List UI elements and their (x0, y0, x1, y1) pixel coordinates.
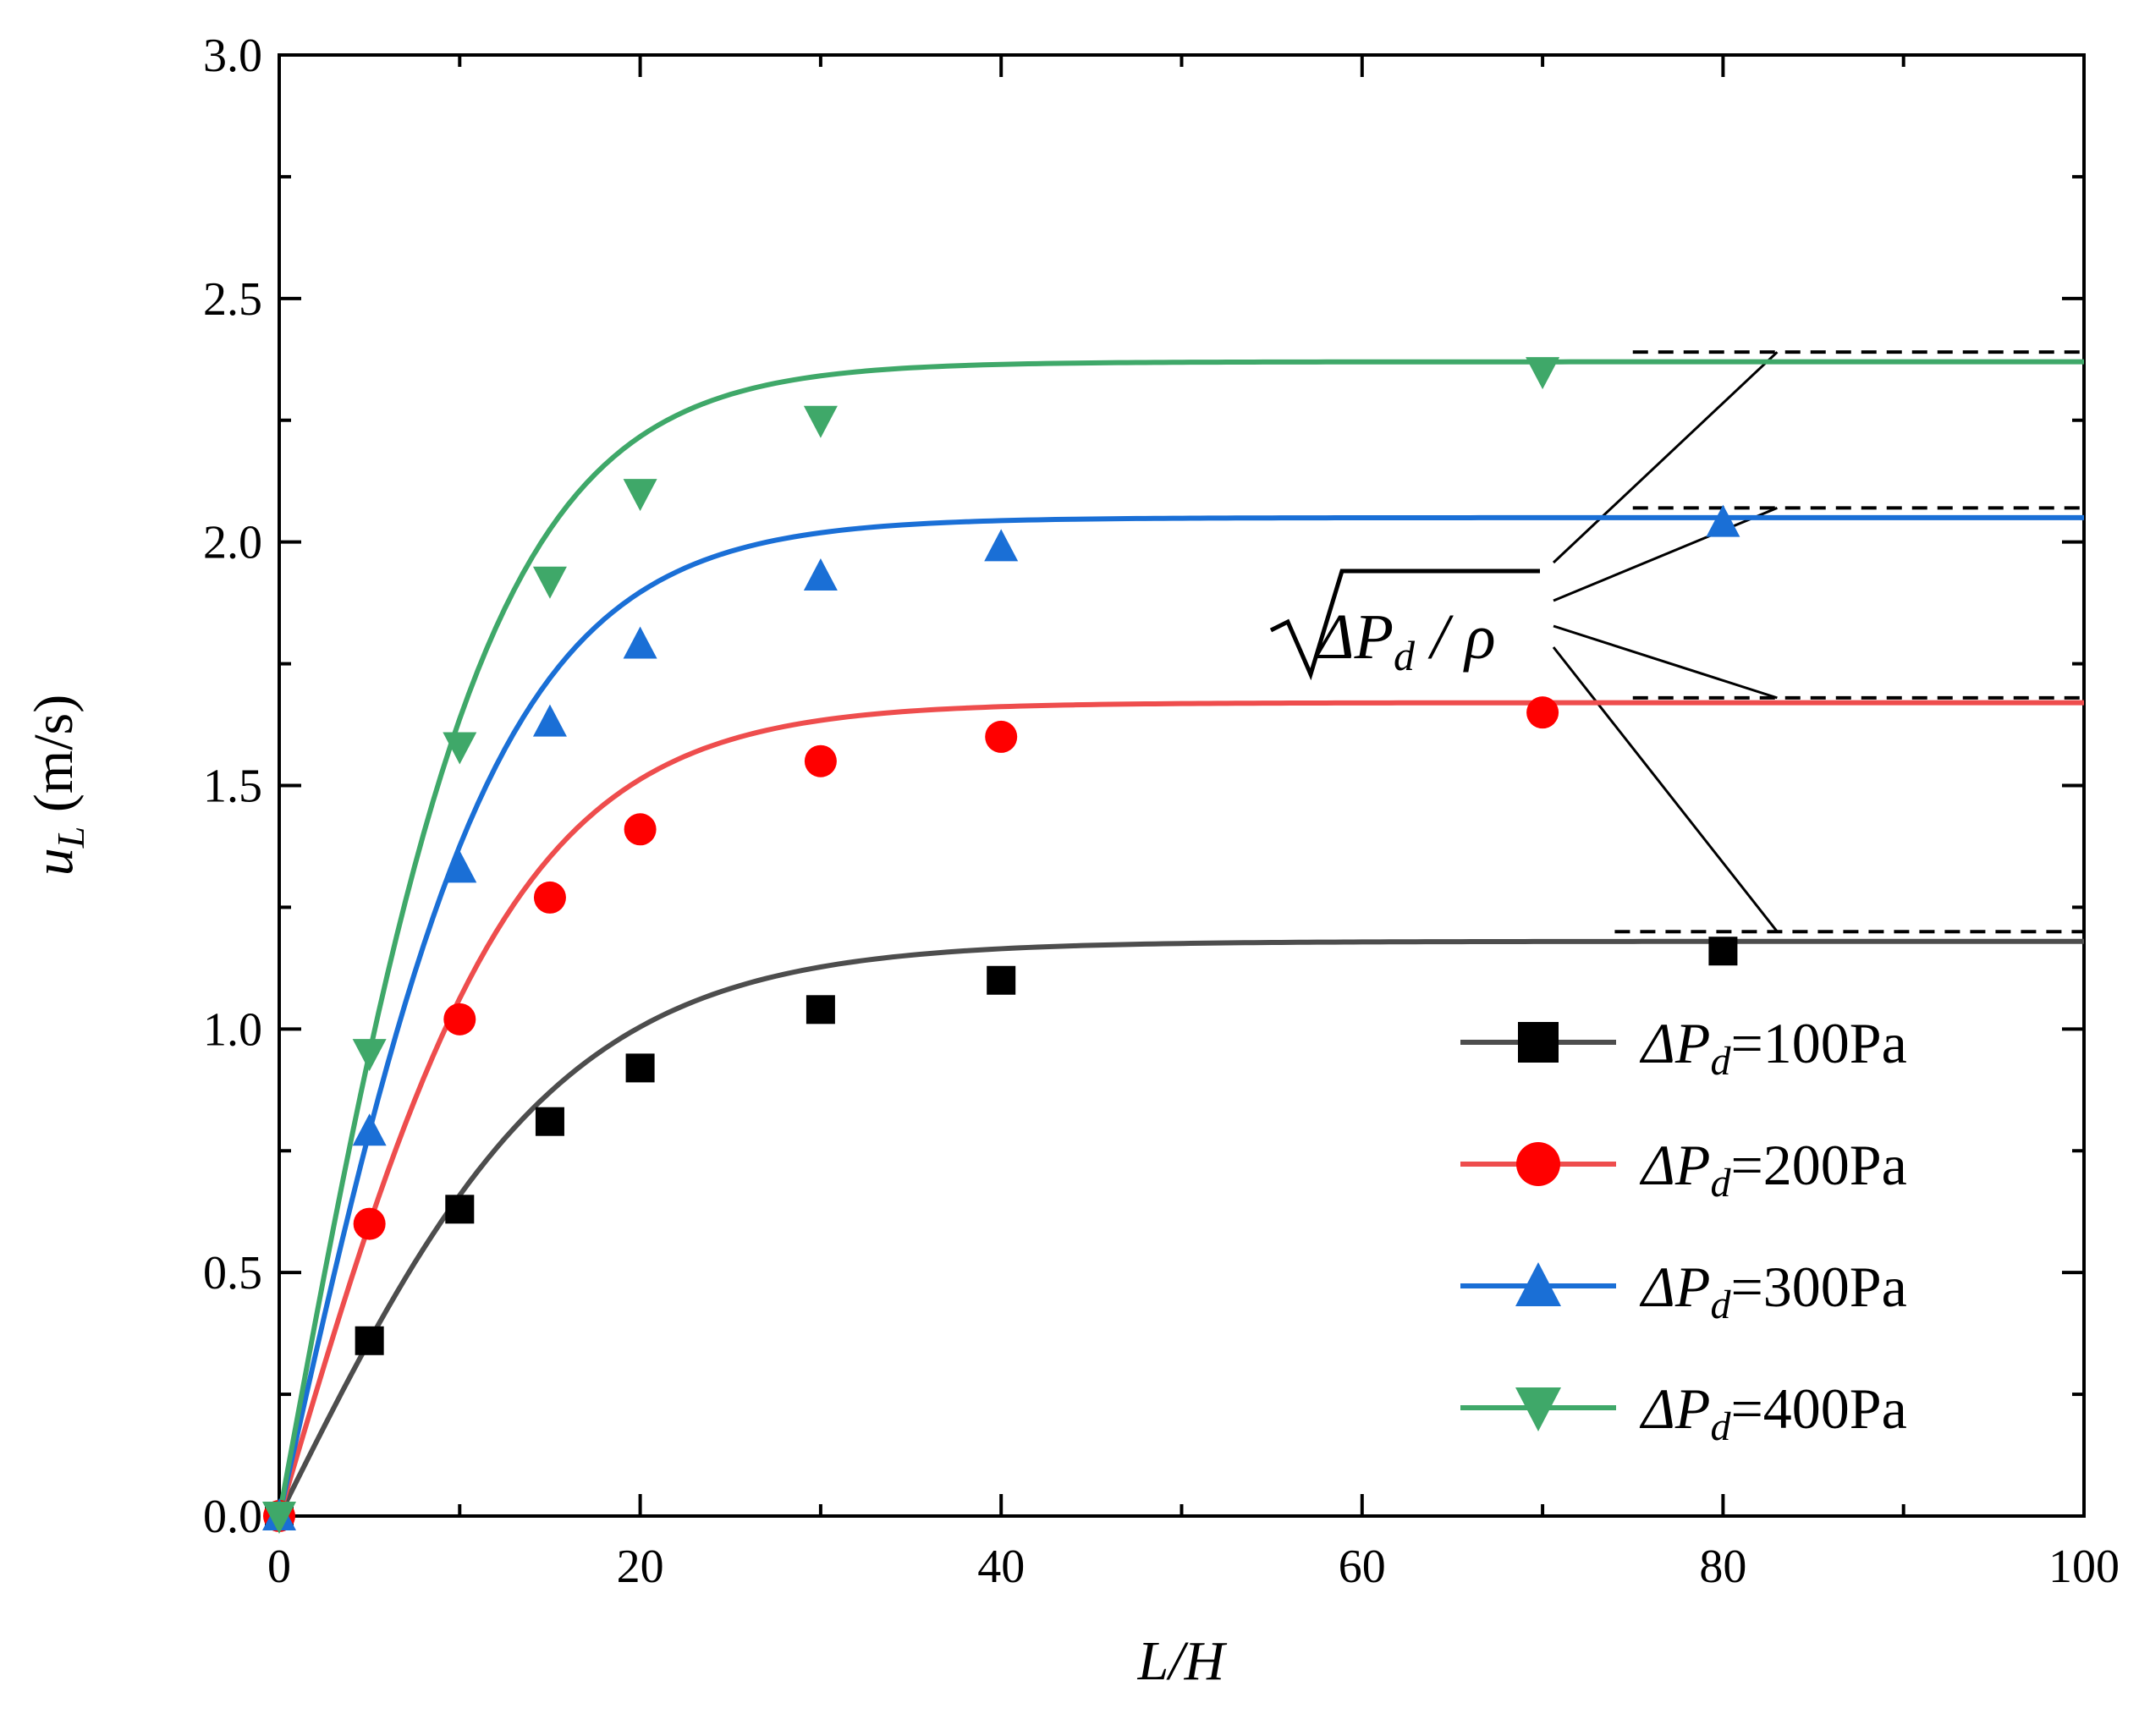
data-point (532, 566, 567, 599)
legend-delta-p: ΔP (1639, 1011, 1710, 1075)
data-point (1706, 504, 1740, 537)
data-point (804, 744, 837, 777)
annotation-subscript: d (1394, 632, 1416, 679)
y-axis-title-unit: (m/s) (23, 695, 85, 827)
x-tick-label: 0 (267, 1541, 291, 1593)
data-point (623, 479, 657, 512)
legend-delta-p: ΔP (1639, 1255, 1710, 1319)
data-point (532, 704, 567, 737)
data-point (985, 720, 1018, 753)
asymptote-dashed-lines (1614, 350, 2084, 934)
data-point (352, 1039, 387, 1072)
x-tick-label: 40 (977, 1541, 1025, 1593)
data-point (1526, 696, 1559, 729)
data-point (445, 1195, 475, 1224)
y-tick-label: 0.5 (203, 1247, 262, 1299)
legend-marker (1515, 1387, 1561, 1431)
data-point (984, 529, 1019, 562)
x-tick-label: 80 (1699, 1541, 1746, 1593)
annotation-leader-line (1553, 624, 1778, 700)
axis-tick-labels: 0 20 40 60 80 100 0.0 0.5 1.0 1.5 2.0 2.5 3.0 (203, 30, 2120, 1593)
data-point (803, 405, 838, 438)
data-point (806, 995, 835, 1025)
axis-ticks (278, 53, 2086, 1518)
y-tick-label: 1.5 (203, 761, 262, 813)
annotation-delta-p: ΔP (1314, 602, 1394, 673)
y-tick-label: 1.0 (203, 1003, 262, 1056)
data-point (1708, 937, 1738, 966)
y-tick-label: 2.5 (203, 273, 262, 326)
series-curves (277, 359, 2084, 1518)
y-tick-label: 2.0 (203, 517, 262, 569)
x-tick-label: 100 (2048, 1541, 2120, 1593)
legend-value: =100Pa (1730, 1011, 1906, 1075)
series-line (277, 938, 2084, 1518)
data-point (623, 626, 657, 659)
y-axis-title-group: uL (m/s) (23, 695, 92, 876)
annotation-rest: / ρ (1415, 602, 1496, 673)
data-point (533, 881, 566, 914)
legend-marker (1516, 1142, 1560, 1186)
legend-subscript: d (1710, 1161, 1731, 1206)
y-tick-label: 3.0 (203, 30, 262, 82)
legend-value: =300Pa (1730, 1255, 1906, 1319)
annotation-leader-line (1552, 351, 1779, 564)
data-point (1526, 357, 1560, 390)
legend-delta-p: ΔP (1639, 1133, 1710, 1197)
legend-value: =200Pa (1730, 1133, 1906, 1197)
svg-text:ΔPd / ρ: ΔPd / ρ (1314, 602, 1496, 679)
annotation-leader-line (1553, 506, 1778, 602)
legend-label: ΔPd=100Pa (1639, 1011, 1907, 1084)
legend-label: ΔPd=400Pa (1639, 1376, 1907, 1449)
data-point (352, 1113, 387, 1146)
data-point (535, 1107, 564, 1136)
legend-subscript: d (1710, 1039, 1731, 1084)
legend-delta-p: ΔP (1639, 1376, 1710, 1441)
data-point (625, 1053, 655, 1083)
data-point (262, 1502, 296, 1534)
legend-marker (1518, 1022, 1559, 1063)
data-point (803, 558, 838, 591)
svg-text:uL (m/s): uL (m/s) (23, 695, 92, 876)
data-point (355, 1326, 384, 1355)
data-point (353, 1207, 386, 1240)
series-line (277, 359, 2084, 1517)
series-line (277, 700, 2084, 1517)
legend-subscript: d (1710, 1283, 1731, 1327)
series-markers (262, 357, 1740, 1534)
y-tick-label: 0.0 (203, 1491, 262, 1543)
data-point (443, 1003, 476, 1036)
series-line (277, 514, 2084, 1517)
y-axis-title-sub: L (49, 827, 92, 849)
x-axis-title: L/H (1137, 1630, 1228, 1692)
sqrt-radical-sign (1269, 569, 1540, 681)
legend-label: ΔPd=200Pa (1639, 1133, 1907, 1206)
legend-marker (1515, 1262, 1561, 1306)
data-point (987, 965, 1016, 995)
y-axis-title-var: u (23, 848, 85, 876)
annotation-leader-lines (1552, 351, 1779, 933)
legend-subscript: d (1710, 1404, 1731, 1449)
x-tick-label: 20 (617, 1541, 664, 1593)
data-point (443, 850, 477, 883)
annotation-sqrt-label: ΔPd / ρ (1269, 569, 1540, 681)
legend-label: ΔPd=300Pa (1639, 1255, 1907, 1327)
data-point (443, 732, 477, 765)
x-tick-label: 60 (1339, 1541, 1386, 1593)
annotation-leader-line (1552, 646, 1779, 933)
legend-value: =400Pa (1730, 1376, 1906, 1441)
data-point (624, 813, 657, 846)
